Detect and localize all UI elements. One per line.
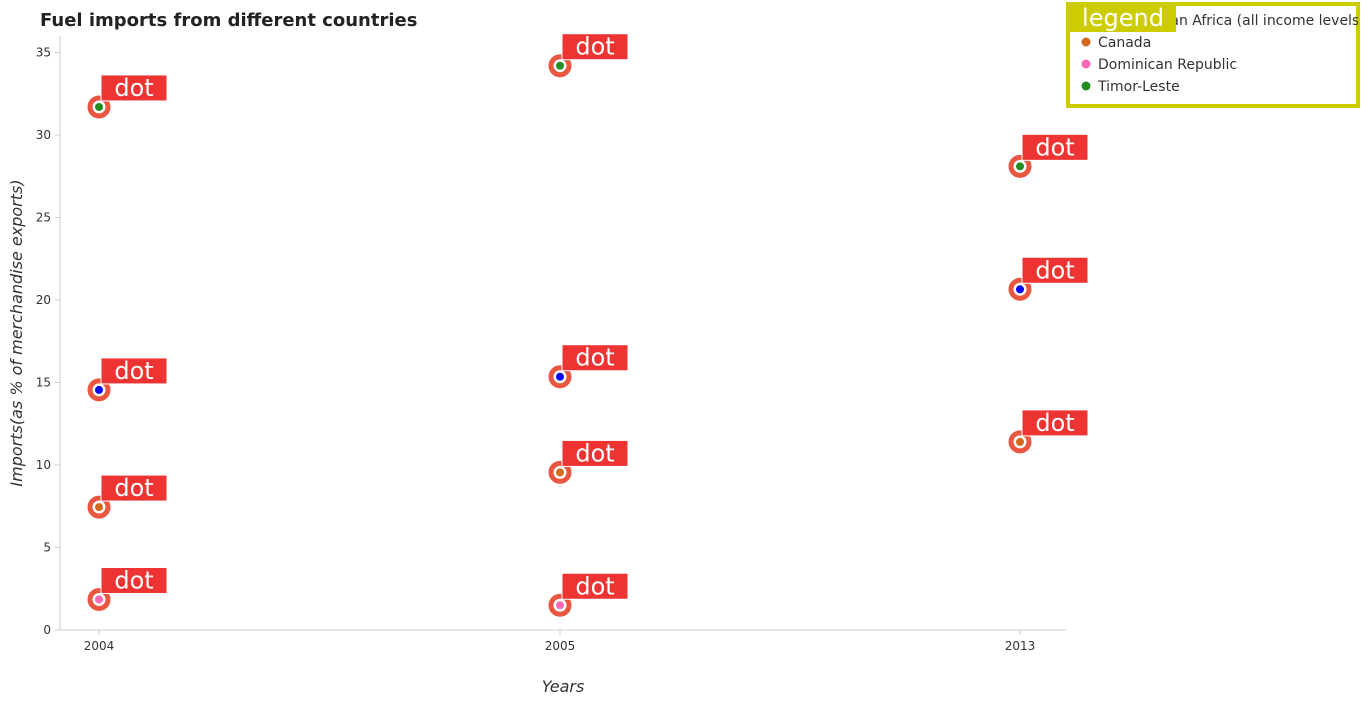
- y-tick-label: 35: [36, 46, 51, 60]
- data-point: [1016, 437, 1024, 446]
- data-point-highlight: [548, 365, 572, 389]
- annotation-text: dot: [1035, 256, 1074, 284]
- y-axis-title: Imports(as % of merchandise exports): [7, 179, 26, 486]
- data-point: [95, 102, 103, 111]
- data-point-highlight: [87, 95, 111, 119]
- legend: Sub-Saharan Africa (all income levels)Ca…: [1066, 2, 1360, 108]
- y-tick-label: 20: [36, 293, 51, 307]
- x-tick-label: 2005: [545, 639, 576, 653]
- data-point-highlight: [1008, 154, 1032, 178]
- legend-label: Dominican Republic: [1098, 57, 1237, 73]
- data-point-highlight: [87, 495, 111, 519]
- legend-title-badge: [1070, 4, 1176, 32]
- annotation-badge: [100, 74, 168, 102]
- annotation-text: dot: [1035, 409, 1074, 437]
- annotation-badge: [100, 566, 168, 594]
- annotation-text: dot: [1035, 133, 1074, 161]
- legend-label: Timor-Leste: [1097, 79, 1180, 95]
- series-1: dot dot dot: [87, 409, 1089, 519]
- x-axis-title: Years: [542, 677, 585, 696]
- annotation-text: dot: [575, 572, 614, 600]
- annotation-text: dot: [575, 33, 614, 61]
- data-point: [556, 601, 564, 610]
- x-ticks: 2004 2005 2013: [84, 630, 1036, 653]
- annotation-badge: [1021, 409, 1089, 437]
- data-point: [95, 385, 103, 394]
- annotation-text: dot: [114, 474, 153, 502]
- annotation-badge: [561, 439, 629, 467]
- chart-title: Fuel imports from different countries: [40, 10, 417, 31]
- legend-marker: [1081, 59, 1091, 69]
- y-tick-label: 25: [36, 211, 51, 225]
- annotation-text: dot: [114, 74, 153, 102]
- legend-marker: [1081, 37, 1091, 47]
- y-tick-label: 10: [36, 458, 51, 472]
- data-point: [556, 468, 564, 477]
- data-point: [1016, 285, 1024, 294]
- data-point: [1016, 162, 1024, 171]
- annotation-badge: [561, 33, 629, 61]
- annotation-text: dot: [575, 344, 614, 372]
- data-point: [556, 61, 564, 70]
- annotation-badge: [100, 357, 168, 385]
- annotation-badge: [1021, 256, 1089, 284]
- data-point: [556, 372, 564, 381]
- annotation-text: dot: [114, 566, 153, 594]
- y-tick-label: 0: [43, 623, 51, 637]
- x-tick-label: 2013: [1005, 639, 1036, 653]
- annotation-badge: [561, 344, 629, 372]
- series-3: dot dot dot: [87, 33, 1089, 178]
- series-0: dot dot dot: [87, 256, 1089, 402]
- data-point-highlight: [548, 593, 572, 617]
- x-tick-label: 2004: [84, 639, 115, 653]
- data-point-highlight: [87, 378, 111, 402]
- annotation-badge: [1021, 133, 1089, 161]
- data-point-highlight: [1008, 430, 1032, 454]
- annotation-text: dot: [114, 357, 153, 385]
- data-point: [95, 595, 103, 604]
- legend-label: Canada: [1098, 35, 1151, 51]
- data-point-highlight: [87, 587, 111, 611]
- data-point-highlight: [548, 460, 572, 484]
- series-2: dot dot: [87, 566, 629, 617]
- annotation-text: dot: [575, 439, 614, 467]
- annotation-badge: [100, 474, 168, 502]
- y-ticks: 0 5 10 15 20 25 30 35: [36, 46, 60, 637]
- y-tick-label: 30: [36, 128, 51, 142]
- data-point: [95, 503, 103, 512]
- data-point-highlight: [548, 54, 572, 78]
- legend-marker: [1081, 81, 1091, 91]
- legend-title: legend: [1082, 4, 1164, 32]
- data-marks: dot dot dot dot dot dot dot dot dot dot dot: [87, 33, 1089, 617]
- annotation-badge: [561, 572, 629, 600]
- data-point-highlight: [1008, 277, 1032, 301]
- y-tick-label: 15: [36, 376, 51, 390]
- y-tick-label: 5: [43, 541, 51, 555]
